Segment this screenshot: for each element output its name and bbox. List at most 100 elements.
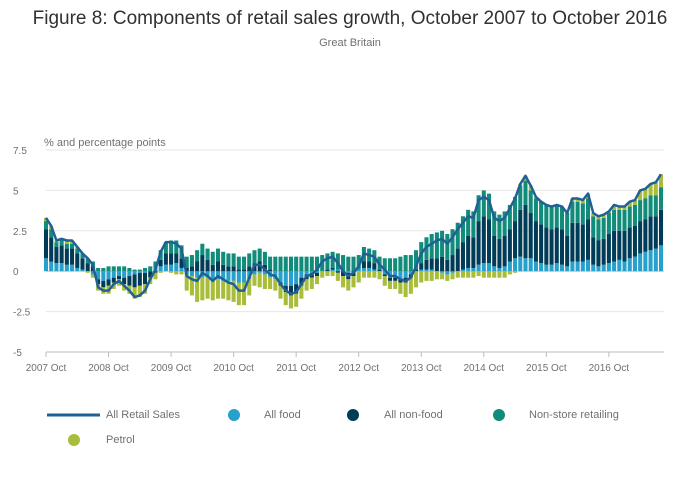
bar-all-non-food[interactable] (653, 216, 658, 249)
bar-all-non-food[interactable] (481, 216, 486, 264)
bar-all-non-food[interactable] (325, 269, 330, 272)
bar-non-store-retailing[interactable] (64, 243, 69, 249)
bar-petrol[interactable] (455, 271, 460, 278)
bar-all-non-food[interactable] (596, 240, 601, 267)
bar-non-store-retailing[interactable] (325, 253, 330, 270)
bar-petrol[interactable] (247, 279, 252, 296)
bar-all-non-food[interactable] (497, 238, 502, 268)
bar-all-food[interactable] (111, 271, 116, 278)
bar-non-store-retailing[interactable] (85, 258, 90, 264)
bar-all-non-food[interactable] (612, 230, 617, 262)
bar-non-store-retailing[interactable] (466, 209, 471, 236)
bar-all-food[interactable] (586, 259, 591, 272)
bar-non-store-retailing[interactable] (486, 193, 492, 220)
bar-petrol[interactable] (299, 285, 304, 299)
bar-all-food[interactable] (142, 271, 148, 273)
bar-all-food[interactable] (367, 267, 372, 272)
bar-petrol[interactable] (377, 271, 382, 280)
bar-non-store-retailing[interactable] (43, 221, 49, 230)
bar-petrol[interactable] (419, 271, 424, 283)
bar-non-store-retailing[interactable] (528, 190, 533, 214)
bar-all-non-food[interactable] (226, 266, 231, 272)
bar-all-food[interactable] (64, 264, 69, 272)
bar-all-food[interactable] (398, 271, 403, 280)
bar-non-store-retailing[interactable] (252, 250, 257, 264)
bar-petrol[interactable] (309, 277, 314, 289)
bar-all-non-food[interactable] (559, 229, 565, 265)
bar-petrol[interactable] (643, 188, 648, 199)
bar-non-store-retailing[interactable] (101, 267, 106, 272)
bar-all-food[interactable] (174, 263, 179, 272)
bar-non-store-retailing[interactable] (174, 240, 179, 254)
bar-non-store-retailing[interactable] (236, 256, 241, 270)
bar-all-food[interactable] (544, 264, 549, 272)
bar-petrol[interactable] (440, 272, 445, 280)
bar-all-food[interactable] (492, 266, 497, 272)
bar-all-non-food[interactable] (367, 261, 372, 268)
bar-non-store-retailing[interactable] (643, 198, 648, 220)
bar-all-non-food[interactable] (638, 221, 643, 254)
bar-all-food[interactable] (101, 271, 106, 281)
bar-all-food[interactable] (169, 264, 174, 272)
bar-all-non-food[interactable] (586, 219, 591, 260)
bar-all-non-food[interactable] (544, 227, 549, 265)
bar-all-non-food[interactable] (398, 279, 403, 283)
bar-non-store-retailing[interactable] (111, 266, 116, 272)
bar-petrol[interactable] (497, 271, 502, 278)
bar-all-food[interactable] (330, 269, 335, 272)
bar-all-food[interactable] (257, 271, 262, 273)
bar-all-food[interactable] (539, 263, 544, 272)
bar-all-food[interactable] (513, 258, 518, 272)
bar-non-store-retailing[interactable] (658, 187, 664, 210)
bar-petrol[interactable] (638, 190, 643, 201)
bar-all-non-food[interactable] (658, 209, 664, 246)
bar-petrol[interactable] (622, 206, 627, 210)
bar-all-non-food[interactable] (221, 264, 226, 272)
bar-all-food[interactable] (163, 264, 168, 272)
bar-petrol[interactable] (653, 182, 658, 196)
bar-all-non-food[interactable] (215, 261, 221, 272)
bar-petrol[interactable] (486, 271, 492, 278)
bar-non-store-retailing[interactable] (497, 214, 502, 239)
bar-non-store-retailing[interactable] (226, 253, 231, 267)
bar-all-non-food[interactable] (539, 224, 544, 264)
bar-non-store-retailing[interactable] (518, 185, 523, 210)
bar-all-non-food[interactable] (424, 259, 429, 270)
bar-petrol[interactable] (382, 276, 387, 286)
bar-non-store-retailing[interactable] (544, 204, 549, 228)
bar-petrol[interactable] (346, 279, 351, 291)
bar-all-non-food[interactable] (59, 245, 64, 264)
bar-all-food[interactable] (283, 271, 288, 286)
bar-petrol[interactable] (507, 271, 512, 275)
bar-all-food[interactable] (252, 271, 257, 275)
bar-non-store-retailing[interactable] (54, 242, 59, 247)
bar-non-store-retailing[interactable] (205, 248, 210, 260)
bar-all-non-food[interactable] (429, 258, 434, 270)
bar-non-store-retailing[interactable] (617, 209, 622, 231)
bar-petrol[interactable] (174, 271, 179, 275)
bar-all-non-food[interactable] (460, 242, 465, 270)
bar-non-store-retailing[interactable] (387, 258, 393, 272)
bar-all-food[interactable] (346, 271, 351, 273)
bar-petrol[interactable] (361, 271, 366, 278)
bar-non-store-retailing[interactable] (586, 198, 591, 220)
bar-all-non-food[interactable] (189, 266, 194, 272)
bar-non-store-retailing[interactable] (273, 256, 278, 272)
bar-all-non-food[interactable] (601, 238, 606, 265)
bar-all-non-food[interactable] (169, 253, 174, 265)
bar-non-store-retailing[interactable] (163, 242, 168, 254)
bar-all-non-food[interactable] (523, 204, 528, 259)
bar-non-store-retailing[interactable] (533, 198, 538, 222)
bar-petrol[interactable] (325, 271, 330, 277)
bar-petrol[interactable] (502, 271, 507, 278)
bar-non-store-retailing[interactable] (393, 258, 398, 272)
bar-non-store-retailing[interactable] (268, 256, 273, 270)
bar-all-food[interactable] (471, 267, 476, 272)
bar-all-food[interactable] (559, 264, 565, 272)
bar-all-food[interactable] (486, 263, 492, 272)
bar-petrol[interactable] (304, 279, 309, 291)
bar-petrol[interactable] (627, 201, 632, 207)
bar-petrol[interactable] (601, 214, 606, 218)
all-retail-sales-line[interactable] (44, 173, 663, 299)
bar-all-non-food[interactable] (622, 230, 627, 262)
